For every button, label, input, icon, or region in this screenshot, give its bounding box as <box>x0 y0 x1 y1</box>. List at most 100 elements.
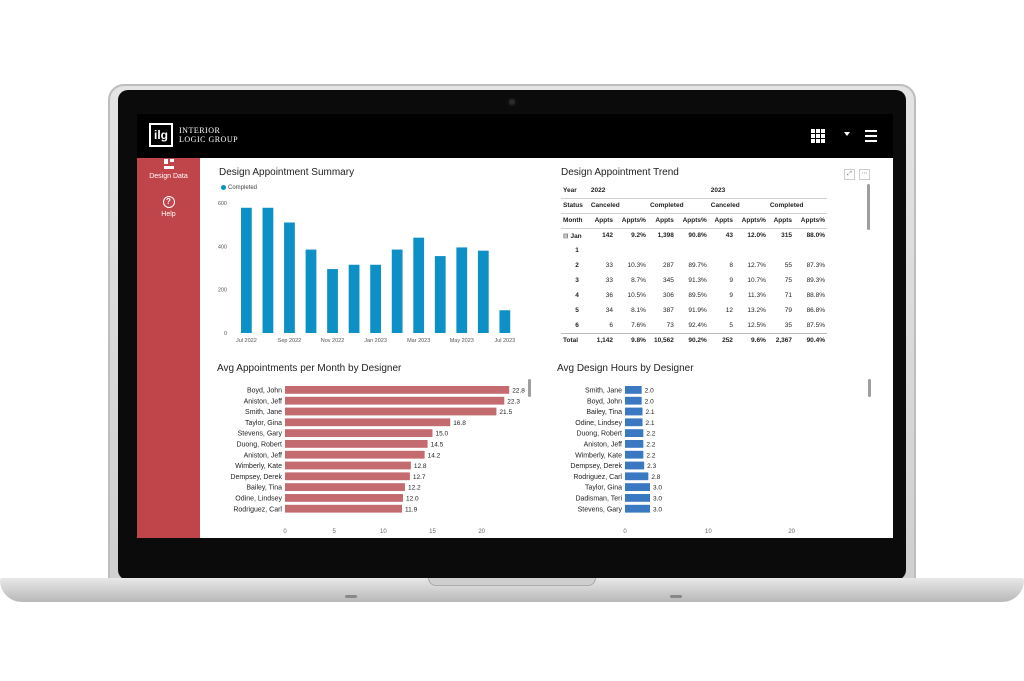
category-label: Duong, Robert <box>236 442 282 449</box>
bar <box>348 264 360 333</box>
bar <box>370 264 381 333</box>
x-tick-label: May 2023 <box>450 338 474 344</box>
table-cell: 33 <box>605 262 614 269</box>
bar <box>391 249 403 333</box>
header-canceled-2023: Canceled <box>708 198 768 214</box>
month-cell: 3 <box>561 273 589 288</box>
table-cell: 55 <box>784 262 793 269</box>
bar <box>262 207 274 333</box>
x-tick-label: Sep 2022 <box>278 338 302 344</box>
category-label: Wimberly, Kate <box>235 463 282 470</box>
chevron-down-icon[interactable] <box>844 132 850 136</box>
table-cell: 142 <box>602 232 614 240</box>
data-label: 14.2 <box>428 452 441 459</box>
bar <box>327 269 338 333</box>
app-grid-icon[interactable] <box>811 129 825 143</box>
data-label: 16.8 <box>453 420 466 427</box>
bar <box>285 483 405 491</box>
design-hours-title: Avg Design Hours by Designer <box>557 363 694 374</box>
trend-title: Design Appointment Trend <box>561 167 679 178</box>
data-label: 2.2 <box>646 442 655 449</box>
x-tick-label: Jul 2023 <box>494 338 515 344</box>
bar <box>625 461 645 470</box>
total-cell: 2,367 <box>767 332 795 348</box>
data-label: 2.1 <box>646 420 655 427</box>
table-cell: 10.7% <box>747 277 766 284</box>
sidebar-item-design-data[interactable]: Design Data <box>137 158 200 180</box>
month-cell: 2 <box>561 258 589 273</box>
table-cell <box>648 243 676 258</box>
data-label: 2.0 <box>645 388 654 395</box>
table-row: 4 36 10.5% 306 89.5% 9 11.3% 71 88.8% <box>561 288 827 303</box>
bar <box>625 504 650 513</box>
x-tick-label: 20 <box>478 529 485 535</box>
table-cell: 287 <box>662 262 674 269</box>
bar <box>285 472 410 481</box>
header-2022: 2022 <box>588 183 709 199</box>
collapse-icon[interactable]: ⊟ <box>563 232 569 240</box>
table-cell: 8 <box>729 262 733 269</box>
summary-legend: Completed <box>221 185 257 191</box>
table-cell: 11.3% <box>747 292 766 299</box>
bar <box>625 396 642 405</box>
month-cell: 4 <box>561 288 589 303</box>
header-2023: 2023 <box>708 183 827 199</box>
x-tick-label: 10 <box>705 529 712 535</box>
bar <box>285 504 403 513</box>
bar <box>625 450 644 459</box>
table-row: ⊟ Jan 142 9.2% 1,398 90.8% 43 12.0% 315 88.0% <box>561 228 827 243</box>
table-row: 5 34 8.1% 387 91.9% 12 13.2% 79 86.8% <box>561 303 827 318</box>
sidebar-item-help[interactable]: ? Help <box>137 196 200 218</box>
table-cell: 387 <box>662 307 674 314</box>
table-cell: 7.6% <box>631 321 646 329</box>
category-label: Odine, Lindsey <box>235 496 282 503</box>
data-label: 15.0 <box>436 431 449 438</box>
table-cell: 13.2% <box>747 307 766 314</box>
data-label: 2.8 <box>651 474 660 481</box>
header-appts-pct: Appts% <box>615 213 648 229</box>
bar <box>285 386 510 394</box>
bar <box>477 250 489 333</box>
category-label: Rodriguez, Carl <box>573 474 622 481</box>
focus-mode-icon[interactable]: ⤢ <box>844 169 855 180</box>
bar <box>285 429 433 437</box>
bar <box>285 440 428 448</box>
y-tick-label: 600 <box>218 201 227 207</box>
table-cell: 6 <box>609 321 614 329</box>
x-tick-label: 0 <box>283 529 287 535</box>
designer-appts-scrollbar[interactable] <box>528 379 531 397</box>
table-cell: 36 <box>605 292 614 299</box>
category-label: Stevens, Gary <box>238 431 283 438</box>
table-cell: 92.4% <box>688 321 707 329</box>
table-cell: 35 <box>784 321 793 329</box>
table-cell: 91.3% <box>688 277 707 284</box>
header-appts: Appts <box>647 213 676 229</box>
table-cell: 9 <box>729 277 733 284</box>
bar <box>305 249 317 333</box>
table-cell <box>735 243 768 258</box>
logo-mark[interactable]: ilg <box>149 123 173 147</box>
x-tick-label: Mar 2023 <box>407 338 430 344</box>
help-icon: ? <box>162 196 175 208</box>
category-label: Bailey, Tina <box>246 485 282 492</box>
bar <box>625 472 649 481</box>
table-cell: 34 <box>605 307 614 314</box>
month-cell[interactable]: ⊟ Jan <box>561 228 589 243</box>
month-label: 3 <box>575 277 579 284</box>
x-tick-label: Jan 2023 <box>364 338 387 344</box>
x-tick-label: 10 <box>380 529 387 535</box>
trend-scrollbar[interactable] <box>867 184 870 230</box>
data-label: 11.9 <box>405 506 418 513</box>
category-label: Boyd, John <box>587 398 622 405</box>
table-cell: 5 <box>729 321 733 329</box>
more-options-icon[interactable]: ⋯ <box>859 169 870 180</box>
table-cell: 90.8% <box>688 232 707 240</box>
design-hours-scrollbar[interactable] <box>868 379 871 397</box>
hamburger-menu-icon[interactable] <box>865 130 877 142</box>
table-cell: 9 <box>729 292 733 299</box>
category-label: Duong, Robert <box>576 431 622 438</box>
data-label: 3.0 <box>653 485 662 492</box>
table-cell: 10.3% <box>627 262 646 269</box>
table-cell: 12.7% <box>747 262 766 269</box>
total-cell: 1,142 <box>588 332 616 348</box>
